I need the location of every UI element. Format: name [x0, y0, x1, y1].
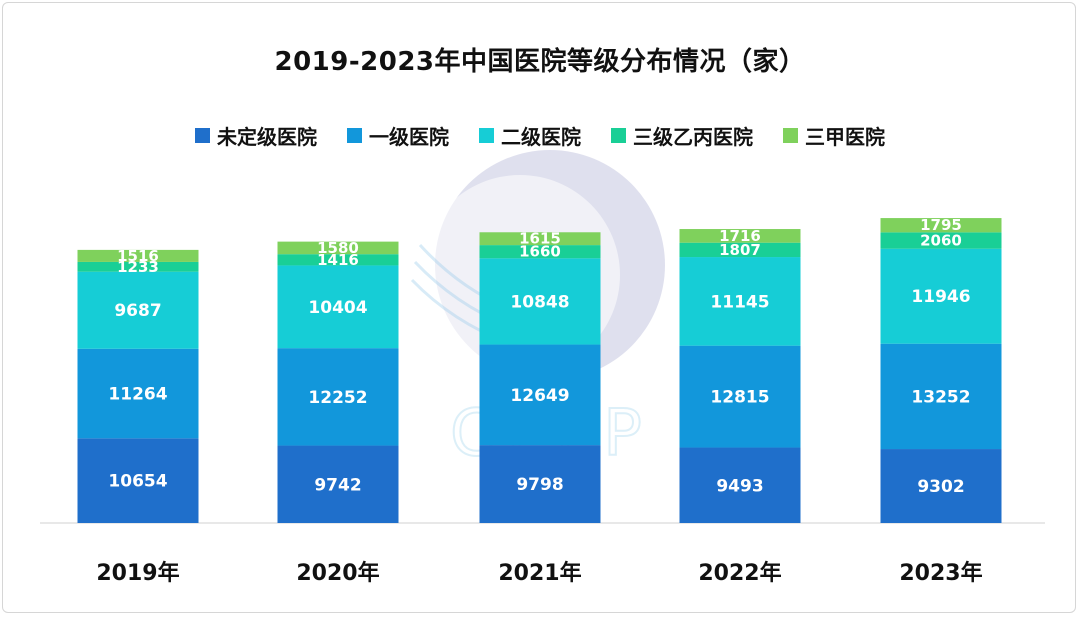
legend-swatch: [347, 128, 362, 143]
data-label: 2060: [920, 232, 962, 250]
data-label: 1580: [317, 239, 359, 257]
bar-segment: [679, 345, 801, 448]
legend-item: 一级医院: [347, 121, 449, 150]
data-label: 1615: [519, 230, 561, 248]
bar-segment: [277, 241, 399, 255]
x-tick-label: 2022年: [698, 560, 781, 586]
data-label: 10848: [510, 292, 569, 312]
data-label: 1233: [117, 258, 159, 276]
legend-swatch: [195, 128, 210, 143]
data-label: 12252: [308, 388, 367, 408]
legend-swatch: [783, 128, 798, 143]
data-label: 1795: [920, 216, 962, 234]
data-label: 10404: [308, 298, 367, 318]
bar-segment: [479, 232, 601, 246]
bar-segment: [479, 445, 601, 523]
bar-segment: [880, 343, 1002, 450]
bar-segment: [679, 447, 801, 523]
bar-segment: [880, 218, 1002, 233]
legend-item: 未定级医院: [195, 121, 317, 150]
bar-segment: [277, 348, 399, 446]
data-label: 9302: [917, 477, 964, 497]
bar-segment: [880, 248, 1002, 344]
bar-segment: [880, 232, 1002, 249]
data-label: 1807: [719, 241, 761, 259]
data-label: 11264: [108, 385, 167, 405]
bar-segment: [479, 258, 601, 345]
legend-item: 三级乙丙医院: [611, 121, 753, 150]
bar-segment: [880, 449, 1002, 523]
bar-segment: [277, 445, 399, 523]
bar-segment: [77, 438, 199, 523]
bar-segment: [77, 271, 199, 349]
data-label: 1660: [519, 243, 561, 261]
bar-segment: [679, 242, 801, 258]
bar-segment: [77, 261, 199, 272]
x-tick-label: 2020年: [296, 560, 379, 586]
x-tick-label: 2019年: [96, 560, 179, 586]
x-tick-label: 2021年: [498, 560, 581, 586]
data-label: 10654: [108, 472, 167, 492]
data-label: 13252: [911, 387, 970, 407]
chart-title: 2019-2023年中国医院等级分布情况（家）: [274, 47, 806, 77]
legend-label: 三级乙丙医院: [633, 125, 753, 149]
legend-label: 二级医院: [501, 125, 581, 149]
legend-label: 一级医院: [369, 125, 449, 149]
x-tick-labels-group: 2019年 2020年 2021年 2022年 2023年: [96, 560, 982, 586]
bar-segment: [77, 348, 199, 439]
data-label: 12815: [710, 388, 769, 408]
legend-swatch: [611, 128, 626, 143]
chart-legend: 未定级医院 一级医院 二级医院 三级乙丙医院 三甲医院: [3, 121, 1077, 150]
data-label: 9493: [716, 476, 763, 496]
bar-segment: [479, 344, 601, 446]
bar-segment: [277, 265, 399, 349]
bar-segment: [679, 229, 801, 243]
data-label: 1416: [317, 251, 359, 269]
data-label: 1716: [719, 227, 761, 245]
data-label: 9742: [314, 475, 361, 495]
bar-segment: [479, 245, 601, 259]
data-label: 1516: [117, 247, 159, 265]
bar-segment: [77, 249, 199, 262]
bar-segment: [277, 254, 399, 266]
legend-label: 三甲医院: [805, 125, 885, 149]
data-label: 11946: [911, 287, 970, 307]
legend-item: 二级医院: [479, 121, 581, 150]
data-label: 9687: [114, 301, 161, 321]
data-label: 12649: [510, 386, 569, 406]
bars-group: [77, 218, 1002, 523]
data-label: 9798: [516, 475, 563, 495]
legend-label: 未定级医院: [217, 125, 317, 149]
legend-item: 三甲医院: [783, 121, 885, 150]
data-label: 11145: [710, 292, 769, 312]
legend-swatch: [479, 128, 494, 143]
x-tick-label: 2023年: [899, 560, 982, 586]
bar-segment: [679, 257, 801, 346]
